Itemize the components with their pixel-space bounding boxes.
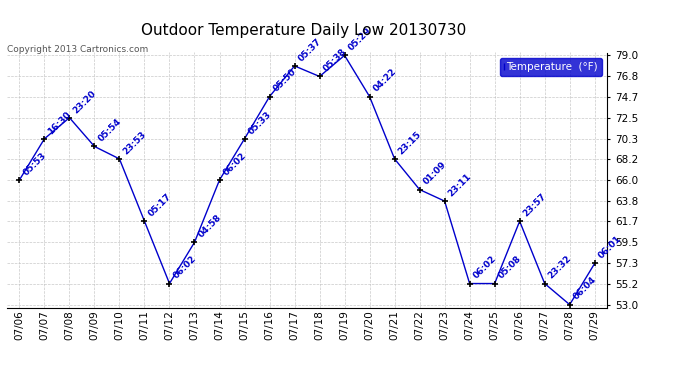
Text: 23:53: 23:53 [121,129,148,156]
Text: 04:22: 04:22 [372,67,398,94]
Text: 05:37: 05:37 [297,37,323,63]
Text: 23:15: 23:15 [397,129,423,156]
Text: Copyright 2013 Cartronics.com: Copyright 2013 Cartronics.com [7,45,148,54]
Text: 05:08: 05:08 [497,254,523,281]
Text: 06:04: 06:04 [572,275,598,302]
Text: 05:53: 05:53 [21,151,48,177]
Text: 06:02: 06:02 [221,151,248,177]
Text: 23:20: 23:20 [72,88,98,115]
Text: 04:58: 04:58 [197,213,223,240]
Text: 23:32: 23:32 [546,254,573,281]
Text: 16:30: 16:30 [46,110,73,136]
Text: 05:29: 05:29 [346,26,373,53]
Text: 05:17: 05:17 [146,192,173,219]
Text: 06:02: 06:02 [172,254,198,281]
Text: 23:11: 23:11 [446,172,473,198]
Text: 23:57: 23:57 [522,192,549,219]
Text: 05:33: 05:33 [246,110,273,136]
Text: 06:02: 06:02 [472,254,498,281]
Text: 05:50: 05:50 [272,68,298,94]
Text: 06:01: 06:01 [597,234,623,261]
Text: 05:54: 05:54 [97,117,123,144]
Legend: Temperature  (°F): Temperature (°F) [500,58,602,76]
Text: 01:09: 01:09 [422,160,448,187]
Text: 05:38: 05:38 [322,47,348,74]
Text: Outdoor Temperature Daily Low 20130730: Outdoor Temperature Daily Low 20130730 [141,22,466,38]
